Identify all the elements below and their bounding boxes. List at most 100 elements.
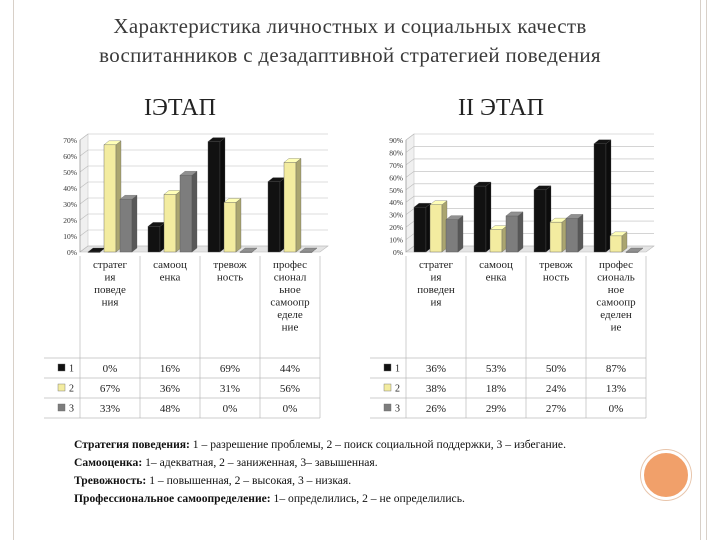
slide-title-line-1: Характеристика личностных и социальных к… xyxy=(113,14,587,38)
category-label: тревож xyxy=(539,259,573,271)
data-label: 87% xyxy=(606,363,626,375)
bar-side xyxy=(577,214,584,253)
bar-top xyxy=(119,195,138,200)
bar-front xyxy=(103,144,117,253)
data-label: 36% xyxy=(160,383,180,395)
category-label: самооц xyxy=(153,259,187,271)
y-tick-label: 20% xyxy=(63,216,77,225)
legend-line-career: Профессиональное самоопределение: 1– опр… xyxy=(74,490,694,508)
category-label: ия xyxy=(431,297,442,309)
slide-title-line-2: воспитанников с дезадаптивной стратегией… xyxy=(99,43,601,67)
category-label: тревож xyxy=(213,259,247,271)
legend-swatch xyxy=(57,383,66,392)
gridline-diagonal xyxy=(405,158,415,166)
data-label: 31% xyxy=(220,383,240,395)
bar-side xyxy=(605,139,612,253)
data-label: 24% xyxy=(546,383,566,395)
legend-swatch xyxy=(57,403,66,412)
bar-top xyxy=(283,158,302,163)
bar-front xyxy=(179,175,193,253)
bar-top xyxy=(445,215,464,220)
bar-front xyxy=(489,229,503,253)
y-tick-label: 50% xyxy=(63,168,77,177)
bar-front xyxy=(505,215,519,253)
gridline-diagonal xyxy=(405,183,415,191)
y-tick-label: 60% xyxy=(389,173,403,182)
bar-side xyxy=(457,215,464,253)
bar-front xyxy=(593,143,607,253)
category-label: стратег xyxy=(93,259,128,271)
y-tick-label: 10% xyxy=(63,232,77,241)
legend-line-strategy: Стратегия поведения: 1 – разрешение проб… xyxy=(74,436,694,454)
legend-term: Профессиональное самоопределение: xyxy=(74,492,271,505)
legend-term: Тревожность: xyxy=(74,474,147,487)
data-label: 29% xyxy=(486,403,506,415)
data-label: 13% xyxy=(606,383,626,395)
bar-front xyxy=(565,218,579,253)
bar-front xyxy=(119,198,133,253)
bar-top xyxy=(103,140,122,145)
category-label: поведен xyxy=(417,284,455,296)
bar-top xyxy=(593,139,612,144)
data-label: 48% xyxy=(160,403,180,415)
legend-swatch xyxy=(383,383,392,392)
bar-front xyxy=(429,204,443,253)
side-wall xyxy=(79,133,89,253)
gridline-diagonal xyxy=(405,171,415,178)
category-label: сиональ xyxy=(597,272,635,284)
data-label: 33% xyxy=(100,403,120,415)
category-label: самооц xyxy=(479,259,513,271)
series-name: 1 xyxy=(69,364,74,375)
bar-front xyxy=(413,206,427,253)
frame-line-right xyxy=(700,0,701,540)
chart-stage-2: 0%10%20%30%40%50%60%70%80%90%1 36% 53% 50% 8… xyxy=(370,133,655,419)
y-tick-label: 10% xyxy=(389,236,403,245)
bar-side xyxy=(131,194,138,253)
gridline-diagonal xyxy=(79,181,89,189)
bar-top xyxy=(565,214,584,219)
gridline-diagonal xyxy=(79,213,89,221)
legend-text: 1 – разрешение проблемы, 2 – поиск социа… xyxy=(189,438,566,451)
decorative-circle xyxy=(641,450,691,500)
bar-front xyxy=(267,181,281,253)
category-label: самоопр xyxy=(596,297,636,309)
data-label: 36% xyxy=(426,363,446,375)
data-label: 18% xyxy=(486,383,506,395)
data-label: 38% xyxy=(426,383,446,395)
category-label: самоопр xyxy=(270,297,310,309)
category-label: ьное xyxy=(279,284,301,296)
category-label: ия xyxy=(105,272,116,284)
bar-front xyxy=(223,202,237,253)
y-tick-label: 40% xyxy=(63,184,77,193)
category-label: стратег xyxy=(419,259,454,271)
y-tick-label: 50% xyxy=(389,186,403,195)
bar-top xyxy=(299,247,318,253)
legend-block: Стратегия поведения: 1 – разрешение проб… xyxy=(74,436,694,508)
bar-top xyxy=(505,211,524,217)
y-tick-label: 70% xyxy=(389,161,403,170)
frame-line-left xyxy=(13,0,14,540)
data-label: 0% xyxy=(223,403,238,415)
data-label: 53% xyxy=(486,363,506,375)
legend-line-anxiety: Тревожность: 1 – повышенная, 2 – высокая… xyxy=(74,472,694,490)
data-label: 50% xyxy=(546,363,566,375)
bar-top xyxy=(207,137,226,142)
bar-side xyxy=(295,158,302,253)
category-label: профес xyxy=(273,259,307,271)
stage-title-1: IЭТАП xyxy=(144,95,216,121)
category-label: сионал xyxy=(274,272,307,284)
data-label: 44% xyxy=(280,363,300,375)
y-tick-label: 20% xyxy=(389,223,403,232)
legend-term: Стратегия поведения: xyxy=(74,438,190,451)
category-label: ность xyxy=(543,272,569,284)
legend-term: Самооценка: xyxy=(74,456,143,469)
category-label: ние xyxy=(282,322,299,334)
series-name: 3 xyxy=(69,404,74,415)
data-label: 16% xyxy=(160,363,180,375)
bar-top xyxy=(179,171,198,176)
category-label: поведе xyxy=(94,284,126,296)
legend-text: 1 – повышенная, 2 – высокая, 3 – низкая. xyxy=(146,474,352,487)
y-tick-label: 80% xyxy=(389,148,403,157)
bar-top xyxy=(473,181,492,187)
gridline-diagonal xyxy=(405,133,415,141)
